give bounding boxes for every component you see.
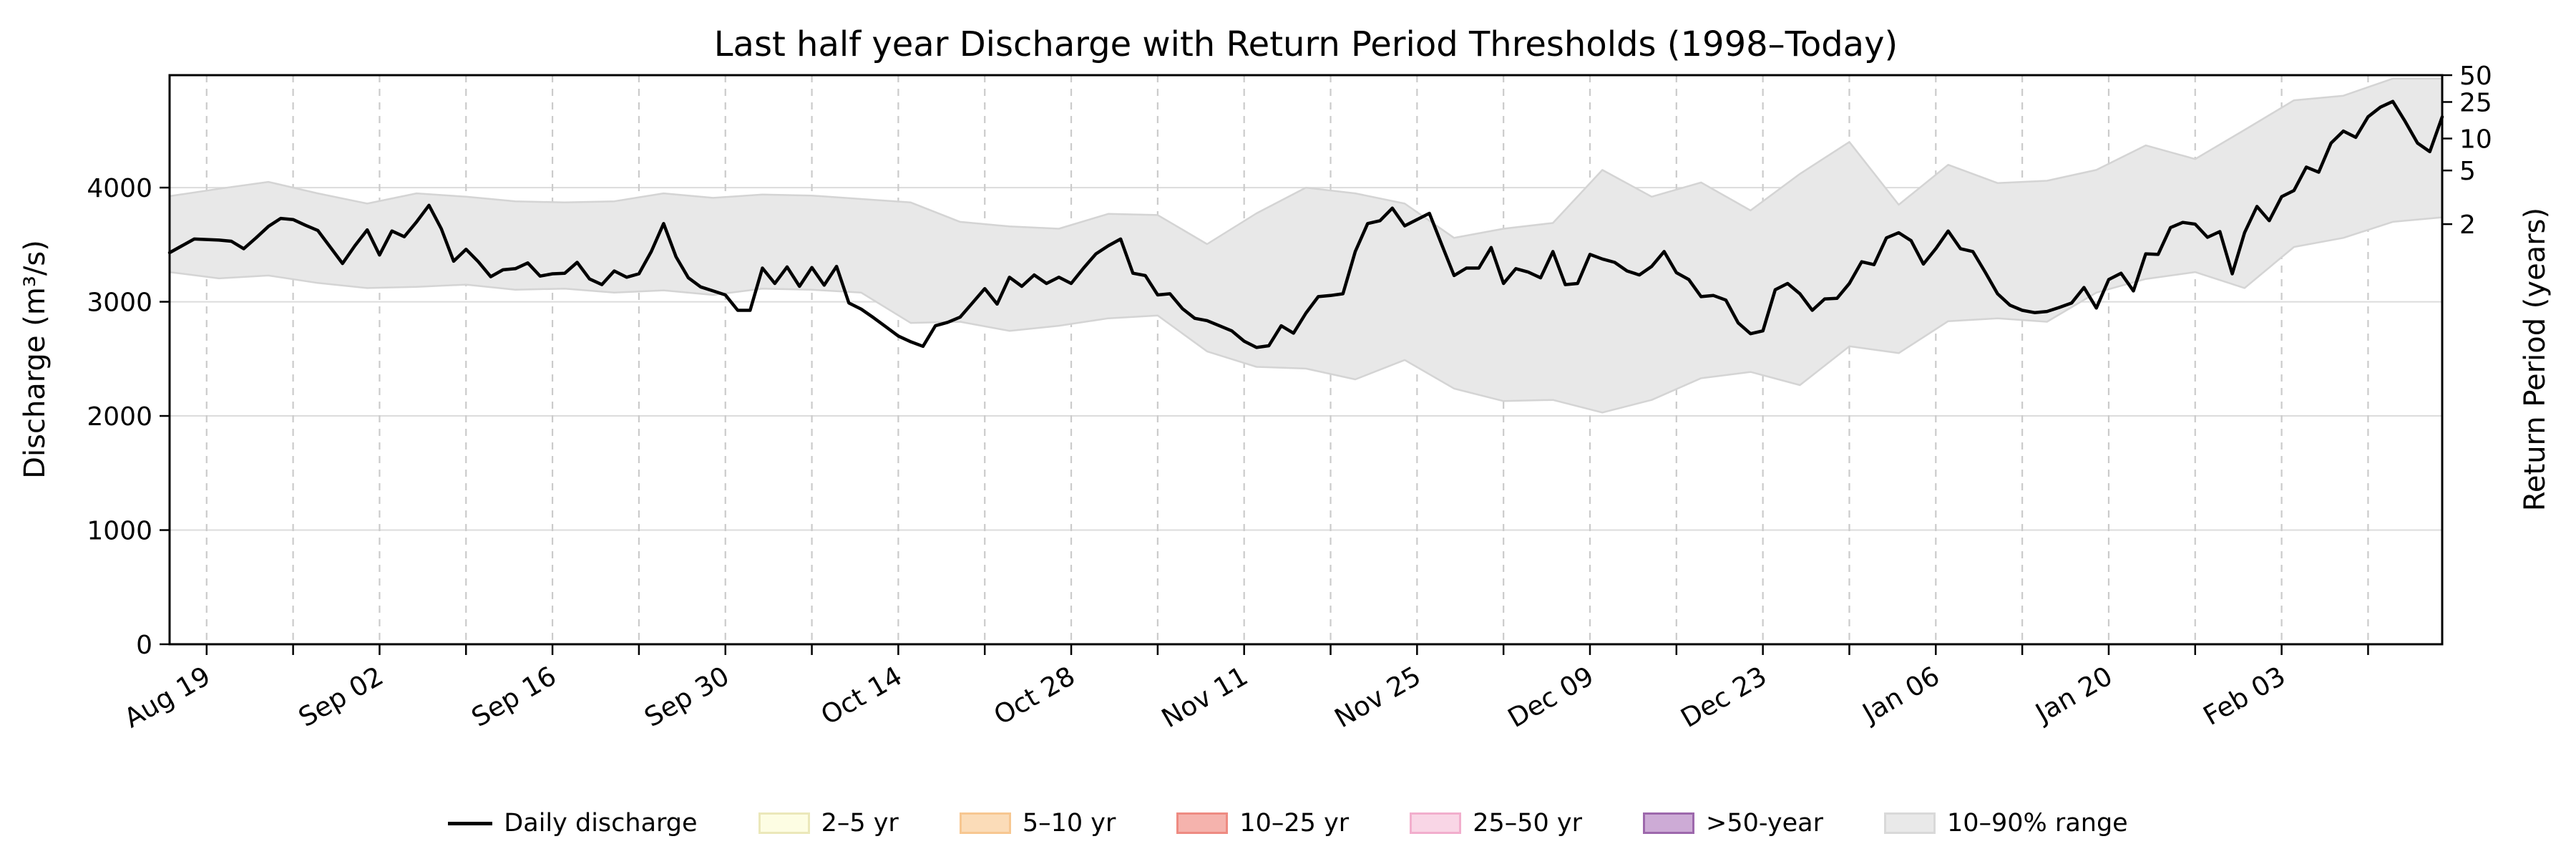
legend-item-10-90-range: 10–90% range <box>1883 809 2128 838</box>
legend-item-25-50-yr: 25–50 yr <box>1410 809 1582 838</box>
legend-item-2-5-yr: 2–5 yr <box>758 809 899 838</box>
legend-label: 2–5 yr <box>821 809 899 838</box>
legend-line-swatch <box>448 821 493 825</box>
legend-label: 10–25 yr <box>1239 809 1350 838</box>
chart-title: Last half year Discharge with Return Per… <box>714 24 1898 64</box>
x-tick-label: Aug 19 <box>119 661 215 734</box>
x-tick-label: Sep 16 <box>467 661 562 734</box>
right-tick-label: 10 <box>2459 125 2492 155</box>
percentile-band <box>168 77 2444 414</box>
right-axis-label: Return Period (years) <box>2519 208 2552 511</box>
legend-patch-swatch <box>1176 812 1229 834</box>
percentile-band-layer <box>168 77 2444 414</box>
left-tick-label: 1000 <box>87 517 152 546</box>
right-tick-label: 50 <box>2459 62 2492 91</box>
left-tick-label: 4000 <box>87 174 152 203</box>
legend-patch-swatch <box>758 812 810 834</box>
legend-patch-swatch <box>1410 812 1462 834</box>
daily-discharge-line <box>167 100 2444 349</box>
legend-label: 5–10 yr <box>1022 809 1116 838</box>
x-tick-label: Nov 25 <box>1330 661 1426 734</box>
plot-border <box>168 74 2444 646</box>
x-tick-label: Feb 03 <box>2198 661 2290 732</box>
left-tick-label: 2000 <box>87 402 152 432</box>
right-tick-label: 2 <box>2459 210 2476 240</box>
legend-item-5-10-yr: 5–10 yr <box>959 809 1116 838</box>
legend-patch-swatch <box>959 812 1011 834</box>
left-axis-label: Discharge (m³/s) <box>19 240 52 479</box>
left-tick-label: 0 <box>136 631 152 660</box>
discharge-line-layer <box>167 100 2444 349</box>
x-tick-label: Oct 14 <box>816 661 907 732</box>
legend-patch-swatch <box>1883 812 1936 834</box>
legend-item-10-25-yr: 10–25 yr <box>1176 809 1349 838</box>
chart-legend: Daily discharge 2–5 yr 5–10 yr 10–25 yr 25–5… <box>0 800 2576 846</box>
x-tick-label: Sep 02 <box>293 661 389 734</box>
right-tick-label: 25 <box>2459 88 2492 117</box>
legend-item-gt-50-year: >50-year <box>1643 809 1823 838</box>
x-tick-label: Jan 06 <box>1856 661 1945 729</box>
left-tick-label: 3000 <box>87 288 152 318</box>
x-tick-label: Dec 09 <box>1503 661 1599 734</box>
legend-label: 10–90% range <box>1946 809 2128 838</box>
legend-patch-swatch <box>1643 812 1694 834</box>
legend-label: Daily discharge <box>504 809 698 838</box>
x-tick-label: Oct 28 <box>989 661 1080 732</box>
legend-label: 25–50 yr <box>1473 809 1582 838</box>
x-tick-label: Sep 30 <box>639 661 734 734</box>
legend-label: >50-year <box>1706 809 1823 838</box>
x-tick-label: Nov 11 <box>1156 661 1253 734</box>
x-tick-label: Dec 23 <box>1676 661 1772 734</box>
x-tick-label: Jan 20 <box>2029 661 2118 729</box>
legend-item-daily-discharge: Daily discharge <box>448 809 698 838</box>
right-tick-label: 5 <box>2459 157 2476 186</box>
